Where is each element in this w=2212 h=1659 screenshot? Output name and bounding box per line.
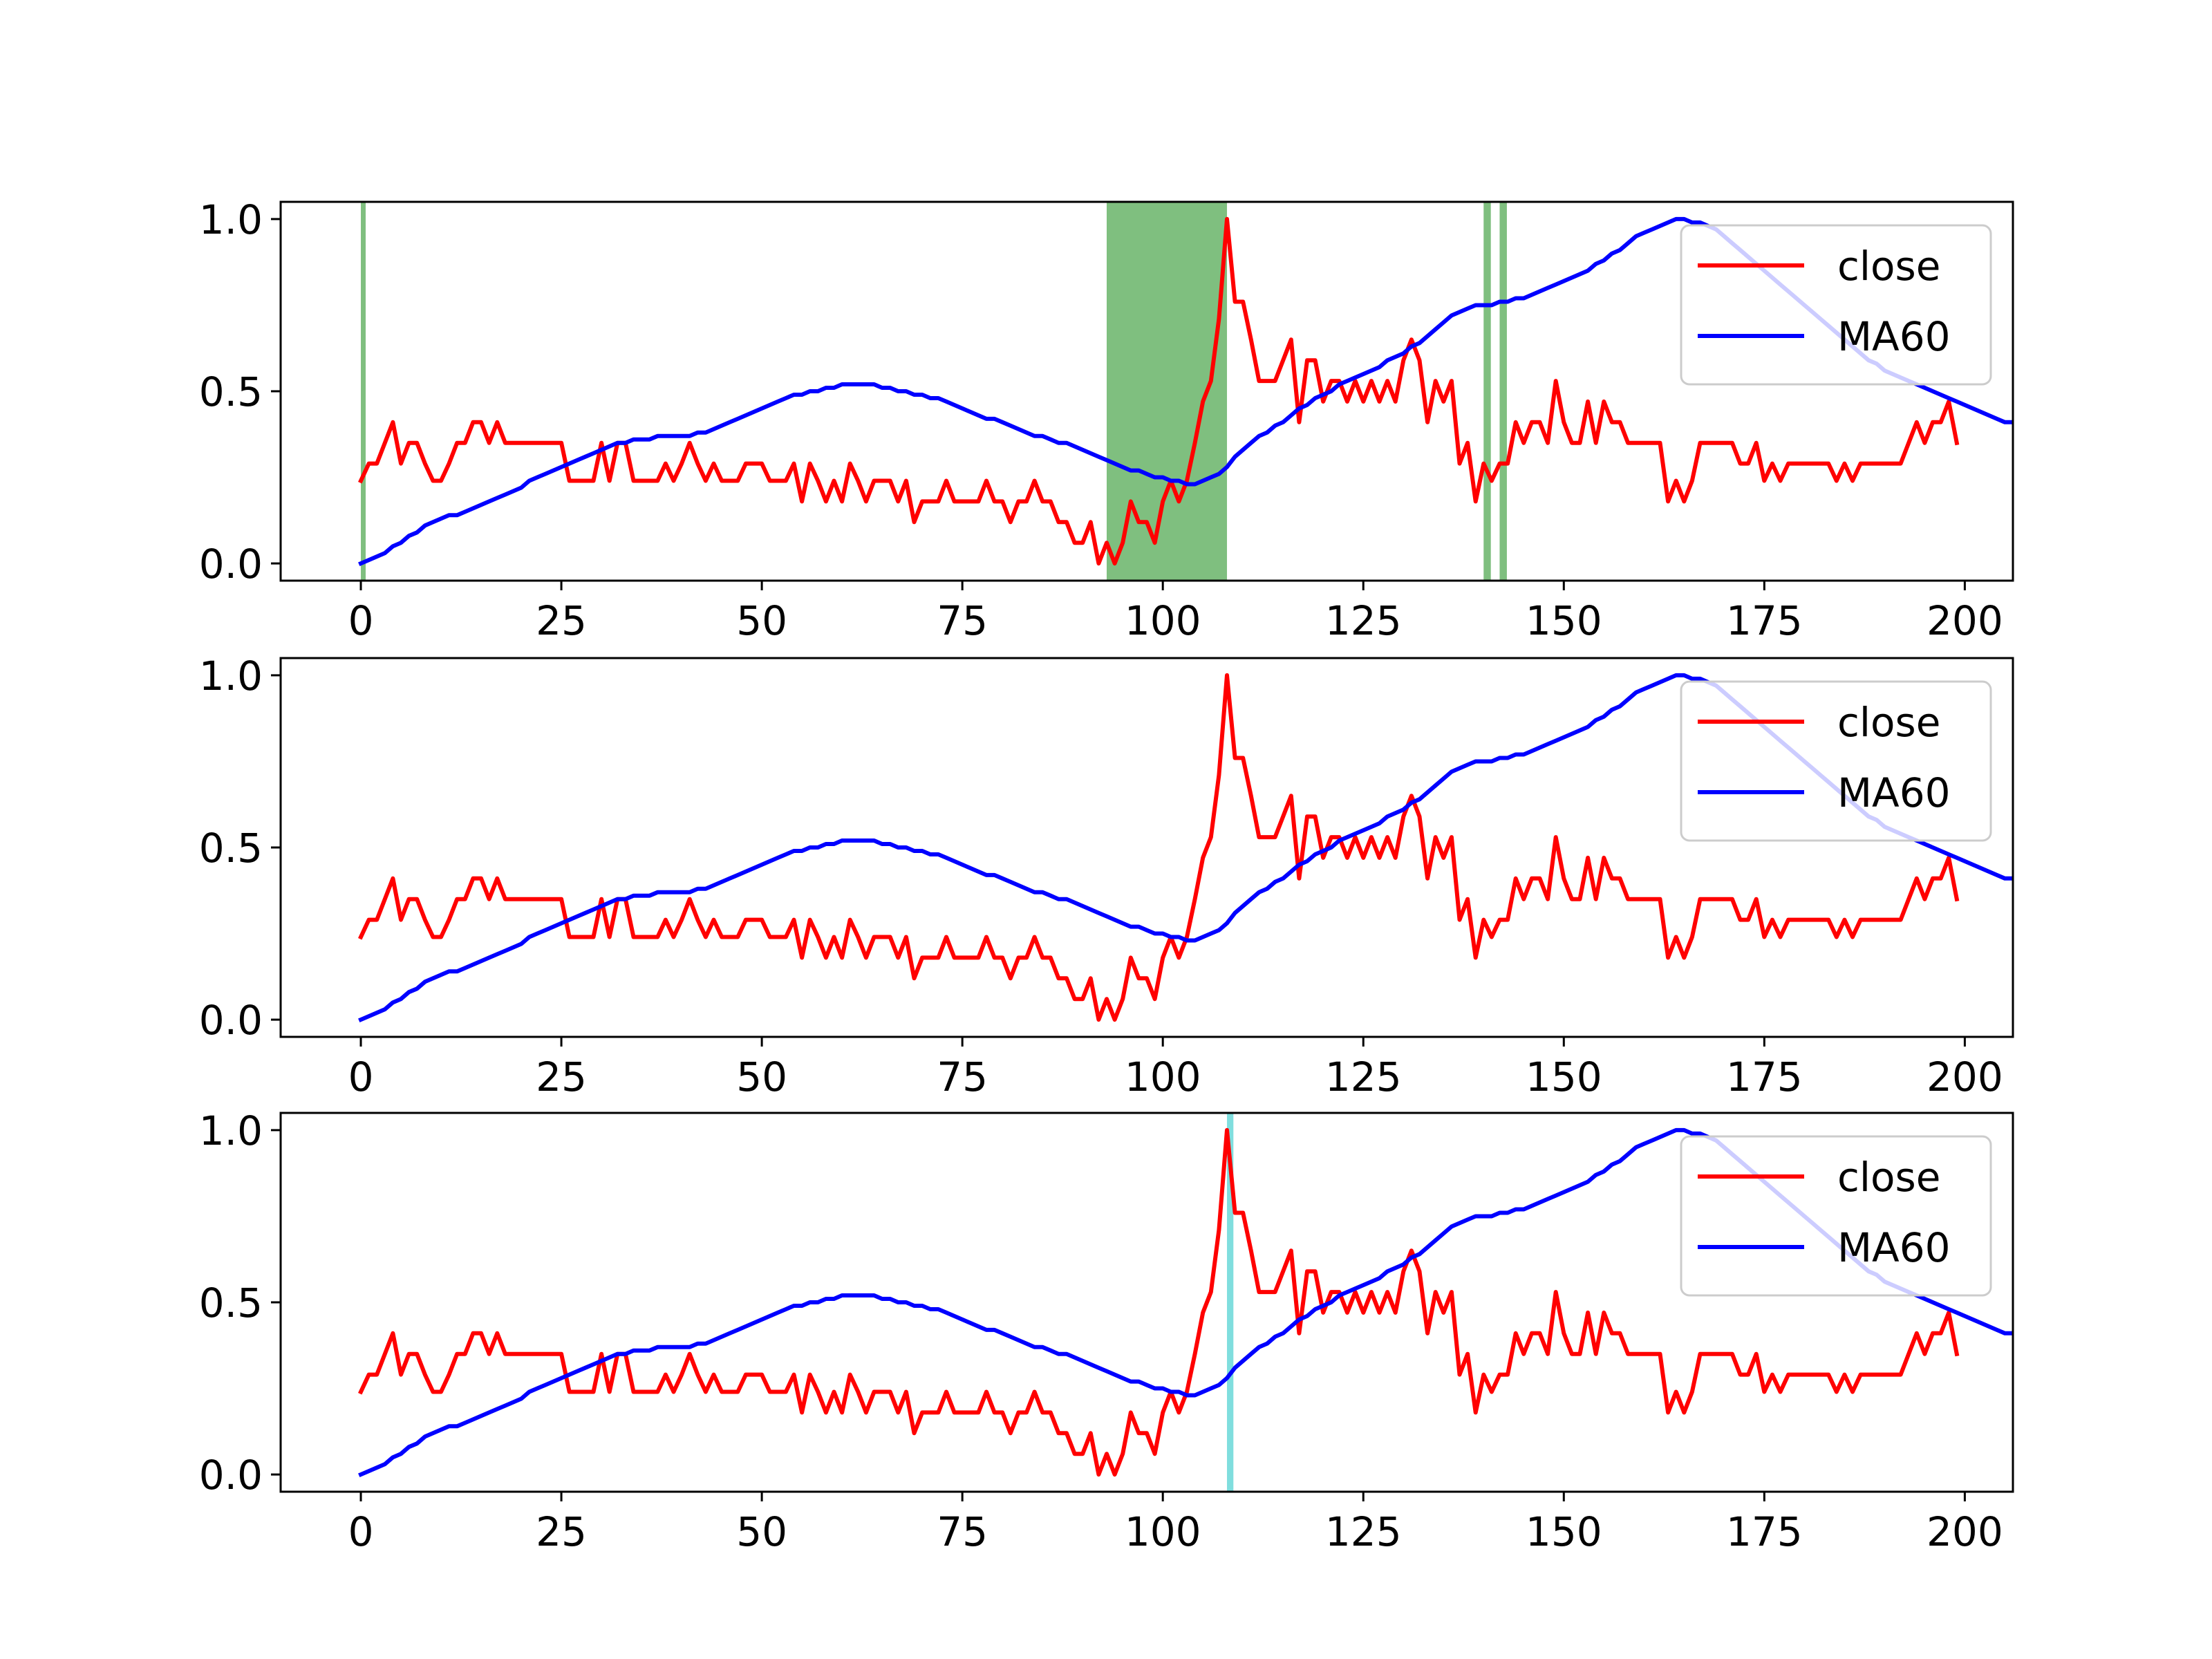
- x-tick-label: 200: [1927, 1053, 2003, 1100]
- legend-label-ma60: MA60: [1837, 313, 1951, 360]
- x-tick-label: 150: [1526, 597, 1602, 644]
- series-line-close: [358, 1127, 1960, 1477]
- highlight-span-0: [1227, 1113, 1234, 1492]
- legend-box: [1680, 224, 1992, 386]
- y-tick-label: 1.0: [199, 1107, 263, 1154]
- x-tick-label: 200: [1927, 597, 2003, 644]
- x-tick-label: 75: [937, 1053, 988, 1100]
- subplot-top: 0 25 50 75 100 125 150 175 200 0.0 0.5 1.0 close MA60: [199, 196, 2014, 644]
- legend-box: [1680, 680, 1992, 842]
- x-tick-label: 25: [536, 1508, 587, 1555]
- x-tick-label: 50: [736, 597, 787, 644]
- highlight-span-3: [1499, 202, 1507, 581]
- x-tick-label: 125: [1325, 1508, 1402, 1555]
- x-tick-label: 0: [348, 1053, 374, 1100]
- x-tick-label: 100: [1125, 597, 1201, 644]
- y-tick-label: 0.5: [199, 1280, 263, 1327]
- subplot-middle: 0 25 50 75 100 125 150 175 200 0.0 0.5 1.0 close MA60: [199, 653, 2014, 1100]
- x-tick-label: 125: [1325, 1053, 1402, 1100]
- x-tick-label: 175: [1726, 597, 1803, 644]
- x-tick-label: 200: [1927, 1508, 2003, 1555]
- x-tick-label: 0: [348, 1508, 374, 1555]
- x-tick-label: 25: [536, 597, 587, 644]
- highlight-span-2: [1483, 202, 1491, 581]
- legend-box: [1680, 1135, 1992, 1297]
- legend: close MA60: [1680, 1135, 1992, 1297]
- legend-label-ma60: MA60: [1837, 769, 1951, 816]
- x-tick-label: 175: [1726, 1053, 1803, 1100]
- y-tick-label: 1.0: [199, 196, 263, 243]
- legend-label-close: close: [1837, 699, 1940, 746]
- y-tick-label: 0.0: [199, 997, 263, 1044]
- x-tick-label: 125: [1325, 597, 1402, 644]
- y-tick-label: 1.0: [199, 653, 263, 700]
- x-tick-label: 75: [937, 597, 988, 644]
- x-tick-label: 175: [1726, 1508, 1803, 1555]
- x-tick-label: 50: [736, 1508, 787, 1555]
- x-tick-label: 100: [1125, 1053, 1201, 1100]
- legend-label-close: close: [1837, 243, 1940, 290]
- x-tick-label: 25: [536, 1053, 587, 1100]
- x-tick-label: 150: [1526, 1508, 1602, 1555]
- legend: close MA60: [1680, 224, 1992, 386]
- x-tick-label: 0: [348, 597, 374, 644]
- legend-label-ma60: MA60: [1837, 1224, 1951, 1271]
- subplot-bottom: 0 25 50 75 100 125 150 175 200 0.0 0.5 1.0 close MA60: [199, 1107, 2014, 1555]
- x-tick-label: 150: [1526, 1053, 1602, 1100]
- x-tick-label: 100: [1125, 1508, 1201, 1555]
- highlight-span-0: [361, 202, 366, 581]
- x-tick-label: 50: [736, 1053, 787, 1100]
- x-tick-label: 75: [937, 1508, 988, 1555]
- series-line-close: [358, 216, 1960, 566]
- y-tick-label: 0.0: [199, 1452, 263, 1499]
- y-tick-label: 0.0: [199, 541, 263, 588]
- legend-label-close: close: [1837, 1154, 1940, 1201]
- y-tick-label: 0.5: [199, 825, 263, 872]
- legend: close MA60: [1680, 680, 1992, 842]
- y-tick-label: 0.5: [199, 368, 263, 415]
- series-line-close: [358, 673, 1960, 1022]
